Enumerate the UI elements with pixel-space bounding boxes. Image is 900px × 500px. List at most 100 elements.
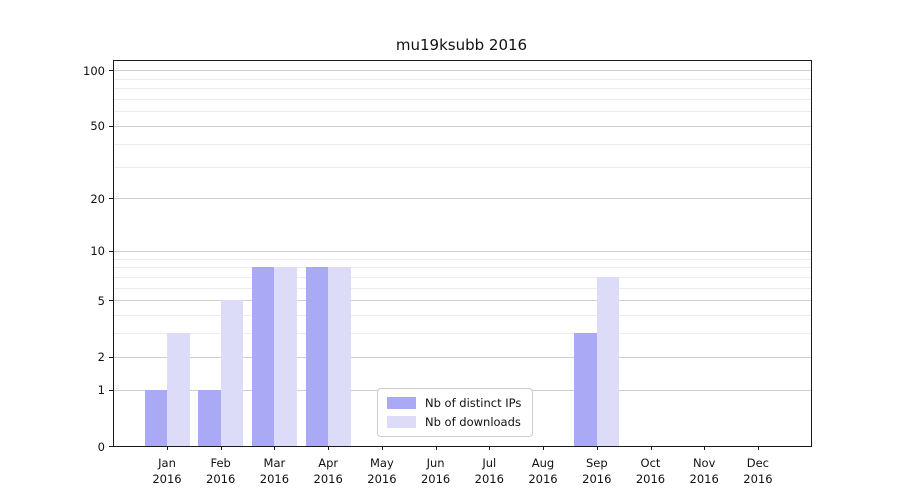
x-tick-month: Oct [640,456,661,470]
y-tick [109,125,113,127]
x-tick-year: 2016 [689,472,719,486]
y-tick [109,198,113,200]
x-tick [381,446,383,450]
x-tick [328,446,330,450]
x-tick-year: 2016 [420,472,451,486]
y-tick [109,389,113,391]
x-tick [757,446,759,450]
minor-gridline [114,267,811,269]
y-tick-label: 100 [83,63,105,78]
minor-gridline [114,276,811,278]
x-tick [596,446,598,450]
x-tick-label-jan: Jan 2016 [140,455,194,487]
major-gridline [114,356,811,358]
minor-gridline [114,258,811,260]
x-tick-year: 2016 [582,472,612,486]
y-tick-label: 1 [97,383,105,398]
major-gridline [114,300,811,302]
x-tick [167,446,168,450]
x-tick-month: Aug [531,456,555,470]
x-tick [435,446,437,450]
legend-item-nb-of-distinct-ips: Nb of distinct IPs [387,396,521,410]
major-gridline [114,198,811,200]
x-tick-month: Nov [692,456,716,470]
minor-gridline [114,166,811,168]
bar-nb-of-distinct-ips-apr [305,267,329,446]
x-tick-label-dec: Dec 2016 [731,455,785,487]
legend-swatch-icon [387,397,416,409]
minor-gridline [114,88,811,90]
x-tick-month: Sep [585,456,608,470]
x-tick-year: 2016 [743,472,773,486]
major-gridline [114,125,811,127]
legend: Nb of distinct IPs Nb of downloads [377,388,534,437]
y-tick-label: 50 [90,119,105,134]
chart-title: mu19ksubb 2016 [395,36,528,54]
x-tick-label-jul: Jul 2016 [462,455,516,487]
x-tick-month: May [370,456,394,470]
x-tick-year: 2016 [259,472,290,486]
y-tick-label: 2 [97,350,105,365]
minor-gridline [114,111,811,113]
y-tick [109,356,113,358]
x-tick [543,446,544,450]
minor-gridline [114,287,811,289]
x-tick-month: Feb [210,456,231,470]
minor-gridline [114,333,811,335]
x-tick-label-sep: Sep 2016 [570,455,624,487]
bar-nb-of-downloads-feb [220,300,244,446]
x-tick-year: 2016 [313,472,343,486]
legend-swatch-icon [387,416,416,428]
x-tick [489,446,491,450]
minor-gridline [114,78,811,80]
plot-area: 0 1 2 5 10 20 50 100 Jan 2016 Feb 2016 Mar 2016 Apr 201… [83,60,812,486]
x-tick-month: Dec [746,456,770,470]
major-gridline [114,70,811,72]
x-tick-label-apr: Apr 2016 [301,455,355,487]
x-tick-year: 2016 [474,472,504,486]
bar-nb-of-downloads-apr [328,267,351,446]
y-tick-label: 5 [97,293,105,308]
x-tick-month: Jul [482,456,497,470]
legend-label: Nb of downloads [425,415,521,429]
x-tick-label-aug: Aug 2016 [516,455,570,487]
legend-label: Nb of distinct IPs [425,396,522,410]
x-tick-month: Mar [263,456,286,470]
y-tick [109,250,113,252]
bar-nb-of-distinct-ips-mar [251,267,275,446]
x-tick-label-jun: Jun 2016 [409,455,463,487]
x-tick-year: 2016 [635,472,666,486]
y-tick-label: 10 [90,244,105,259]
x-tick-label-nov: Nov 2016 [677,455,731,487]
bar-nb-of-downloads-mar [274,267,297,446]
legend-item-nb-of-downloads: Nb of downloads [387,415,521,429]
bar-nb-of-distinct-ips-jan [144,389,167,446]
x-tick [220,446,222,450]
major-gridline [114,250,811,252]
x-tick-month: Apr [318,456,339,470]
x-tick-year: 2016 [152,472,182,486]
x-tick-label-oct: Oct 2016 [624,455,678,487]
bar-nb-of-distinct-ips-sep [574,333,597,446]
minor-gridline [114,99,811,100]
x-tick-year: 2016 [367,472,397,486]
y-tick [109,300,113,302]
x-tick-year: 2016 [206,472,236,486]
x-tick-month: Jun [426,456,445,470]
x-tick-label-may: May 2016 [355,455,409,487]
x-tick [704,446,706,450]
minor-gridline [114,143,811,145]
y-tick-label: 20 [90,191,105,206]
minor-gridline [114,315,811,316]
bar-nb-of-downloads-jan [167,333,190,446]
x-tick-label-mar: Mar 2016 [247,455,301,487]
y-tick [109,446,113,447]
x-tick [274,446,276,450]
bar-nb-of-downloads-sep [596,276,620,446]
y-tick-label: 0 [97,439,105,454]
x-tick-year: 2016 [528,472,558,486]
x-tick [650,446,652,450]
x-tick-month: Jan [158,456,176,470]
x-tick-label-feb: Feb 2016 [194,455,248,487]
